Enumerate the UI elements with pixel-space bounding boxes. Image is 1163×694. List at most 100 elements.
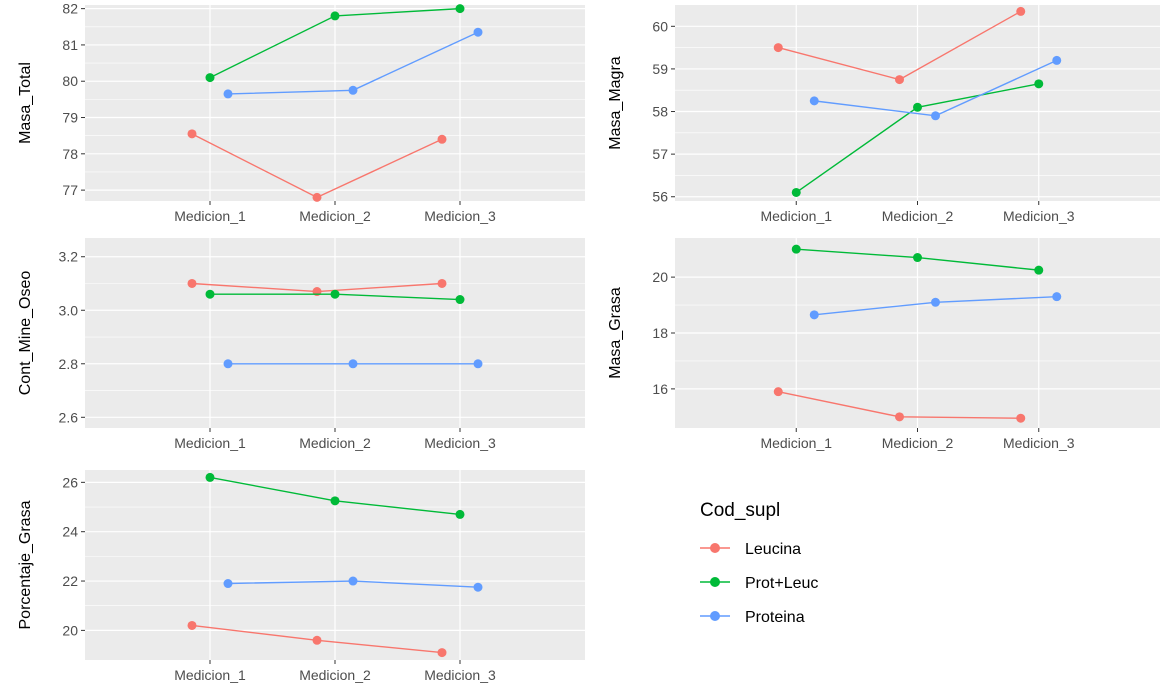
x-tick-label: Medicion_3 bbox=[424, 667, 496, 683]
y-tick-label: 57 bbox=[652, 146, 668, 162]
x-tick-label: Medicion_2 bbox=[299, 435, 371, 451]
legend-item-label: Prot+Leuc bbox=[745, 575, 818, 592]
y-axis-label: Masa_Magra bbox=[607, 56, 624, 149]
data-point-Proteina bbox=[348, 85, 358, 95]
data-point-Leucina bbox=[773, 43, 783, 53]
y-tick-label: 20 bbox=[652, 269, 668, 285]
data-point-Proteina bbox=[1052, 292, 1062, 302]
data-point-Prot+Leuc bbox=[205, 472, 215, 482]
x-tick-label: Medicion_2 bbox=[882, 208, 954, 224]
y-tick-label: 16 bbox=[652, 381, 668, 397]
data-point-Leucina bbox=[895, 412, 904, 422]
y-tick-label: 2.6 bbox=[59, 409, 79, 425]
y-tick-label: 18 bbox=[652, 325, 668, 341]
x-tick-label: Medicion_1 bbox=[174, 435, 246, 451]
data-point-Leucina bbox=[187, 278, 197, 288]
data-point-Prot+Leuc bbox=[1034, 265, 1044, 275]
panel-Cont_Mine_Oseo: 2.6 2.8 3.0 3.2 Medicion_1 Medicion_2 Medicion… bbox=[17, 238, 585, 451]
data-point-Proteina bbox=[348, 359, 358, 369]
data-point-Leucina bbox=[187, 620, 197, 630]
data-point-Prot+Leuc bbox=[913, 102, 922, 112]
x-tick-label: Medicion_3 bbox=[424, 208, 496, 224]
data-point-Leucina bbox=[773, 387, 783, 397]
data-point-Prot+Leuc bbox=[455, 295, 465, 305]
data-point-Leucina bbox=[1016, 6, 1026, 16]
y-tick-label: 78 bbox=[62, 146, 78, 162]
y-tick-label: 77 bbox=[62, 182, 78, 198]
data-point-Prot+Leuc bbox=[455, 509, 465, 519]
data-point-Leucina bbox=[187, 129, 197, 139]
y-axis-label: Masa_Total bbox=[17, 62, 34, 144]
y-tick-label: 3.2 bbox=[59, 249, 79, 265]
y-tick-label: 3.0 bbox=[59, 302, 79, 318]
data-point-Leucina bbox=[312, 192, 322, 202]
data-point-Leucina bbox=[437, 278, 447, 288]
data-point-Proteina bbox=[473, 582, 483, 592]
x-tick-label: Medicion_2 bbox=[299, 667, 371, 683]
x-tick-label: Medicion_1 bbox=[760, 208, 832, 224]
data-point-Leucina bbox=[1016, 413, 1026, 423]
x-tick-label: Medicion_1 bbox=[174, 667, 246, 683]
legend-item-label: Proteina bbox=[745, 609, 805, 626]
y-tick-label: 22 bbox=[62, 573, 78, 589]
data-point-Leucina bbox=[312, 635, 322, 645]
y-tick-label: 79 bbox=[62, 110, 78, 126]
x-tick-label: Medicion_3 bbox=[1003, 208, 1075, 224]
data-point-Prot+Leuc bbox=[455, 4, 465, 14]
data-point-Proteina bbox=[931, 111, 940, 121]
data-point-Proteina bbox=[931, 297, 940, 307]
legend-key-point bbox=[710, 611, 720, 621]
legend-item-label: Leucina bbox=[745, 541, 801, 558]
x-tick-label: Medicion_3 bbox=[424, 435, 496, 451]
x-tick-label: Medicion_2 bbox=[882, 435, 954, 451]
data-point-Prot+Leuc bbox=[913, 253, 922, 263]
y-tick-label: 82 bbox=[62, 1, 78, 17]
x-tick-label: Medicion_3 bbox=[1003, 435, 1075, 451]
data-point-Prot+Leuc bbox=[791, 187, 801, 197]
panel-Masa_Grasa: 16 18 20 Medicion_1 Medicion_2 Medicion_3 Masa… bbox=[607, 238, 1160, 451]
data-point-Proteina bbox=[348, 576, 358, 586]
x-tick-label: Medicion_1 bbox=[174, 208, 246, 224]
data-point-Proteina bbox=[809, 96, 819, 106]
legend-key-point bbox=[710, 543, 720, 553]
data-point-Prot+Leuc bbox=[1034, 79, 1044, 89]
y-tick-label: 80 bbox=[62, 73, 78, 89]
data-point-Leucina bbox=[895, 75, 904, 85]
data-point-Proteina bbox=[1052, 55, 1062, 65]
y-tick-label: 58 bbox=[652, 104, 668, 120]
data-point-Prot+Leuc bbox=[330, 289, 340, 299]
y-axis-label: Masa_Grasa bbox=[607, 287, 624, 379]
data-point-Proteina bbox=[223, 359, 233, 369]
data-point-Proteina bbox=[473, 27, 483, 37]
panel-Masa_Total: 77 78 79 80 81 82 Medicion_1 Medicion_2 Medicion… bbox=[17, 1, 585, 224]
y-tick-label: 2.8 bbox=[59, 356, 79, 372]
data-point-Proteina bbox=[473, 359, 483, 369]
x-tick-label: Medicion_2 bbox=[299, 208, 371, 224]
legend: Cod_supl Leucina Prot+Leuc Proteina bbox=[700, 500, 818, 626]
data-point-Leucina bbox=[437, 648, 447, 658]
data-point-Proteina bbox=[223, 89, 233, 99]
y-tick-label: 60 bbox=[652, 18, 668, 34]
y-tick-label: 24 bbox=[62, 524, 78, 540]
panel-Porcentaje_Grasa: 20 22 24 26 Medicion_1 Medicion_2 Medicion_3 Po… bbox=[17, 470, 585, 683]
data-point-Prot+Leuc bbox=[330, 496, 340, 506]
data-point-Proteina bbox=[223, 579, 233, 589]
y-tick-label: 81 bbox=[62, 37, 78, 53]
data-point-Proteina bbox=[809, 310, 819, 320]
data-point-Leucina bbox=[437, 134, 447, 144]
data-point-Prot+Leuc bbox=[205, 73, 215, 83]
data-point-Prot+Leuc bbox=[205, 289, 215, 299]
y-tick-label: 56 bbox=[652, 189, 668, 205]
legend-key-point bbox=[710, 577, 720, 587]
y-tick-label: 59 bbox=[652, 61, 668, 77]
data-point-Prot+Leuc bbox=[791, 244, 801, 254]
legend-title: Cod_supl bbox=[700, 500, 780, 521]
y-tick-label: 26 bbox=[62, 474, 78, 490]
data-point-Prot+Leuc bbox=[330, 11, 340, 21]
panel-Masa_Magra: 56 57 58 59 60 Medicion_1 Medicion_2 Medicion_3… bbox=[607, 5, 1160, 224]
y-axis-label: Porcentaje_Grasa bbox=[17, 500, 34, 629]
x-tick-label: Medicion_1 bbox=[760, 435, 832, 451]
y-tick-label: 20 bbox=[62, 622, 78, 638]
